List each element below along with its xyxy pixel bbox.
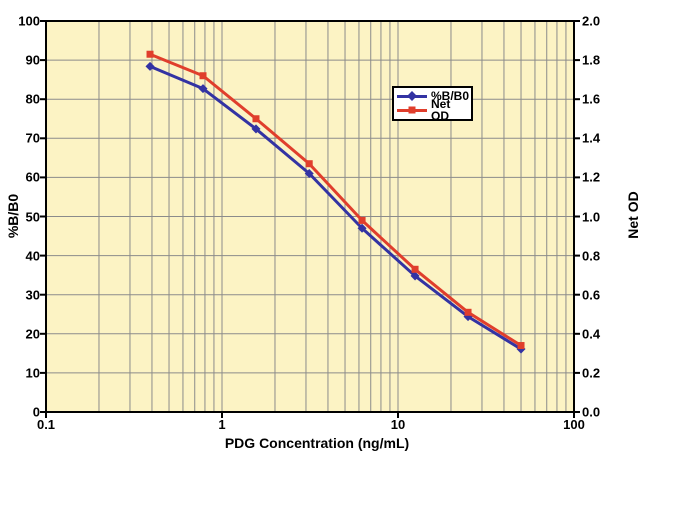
y-tick-label-left: 0 — [32, 404, 40, 420]
data-point-diamond — [198, 84, 208, 94]
legend-item-netod: Net OD — [397, 98, 468, 122]
y-tick-label-right: 0.6 — [582, 287, 601, 303]
data-point-square — [199, 72, 207, 80]
y-tick-label-right: 0.0 — [582, 404, 601, 420]
y-axis-title-left: %B/B0 — [5, 193, 21, 239]
y-axis-title-right: Net OD — [625, 191, 641, 239]
y-tick-label-right: 2.0 — [582, 13, 601, 29]
y-tick-label-left: 50 — [25, 209, 40, 224]
y-tick-label-left: 60 — [25, 169, 40, 185]
x-tick-label: 0.1 — [36, 417, 56, 432]
series-line-%B/B0 — [149, 64, 522, 351]
y-tick-label-left: 10 — [25, 365, 40, 381]
data-point-square — [411, 265, 419, 273]
legend-line-sample — [397, 91, 427, 101]
data-point-square — [305, 160, 313, 168]
y-tick-label-left: 20 — [25, 326, 40, 342]
legend-item-bb0: %B/B0 — [397, 89, 470, 103]
y-tick-label-right: 1.6 — [582, 91, 601, 107]
y-tick-label-left: 80 — [25, 91, 40, 107]
legend-label: Net OD — [431, 97, 451, 123]
data-point-diamond — [304, 168, 314, 179]
y-tick-label-right: 1.8 — [582, 52, 601, 68]
square-marker-icon — [408, 106, 416, 114]
y-tick-label-right: 1.2 — [582, 169, 601, 185]
x-tick-label: 10 — [390, 417, 406, 432]
y-tick-label-left: 100 — [18, 13, 40, 29]
data-point-square — [464, 308, 472, 316]
x-tick-label: 100 — [563, 417, 585, 432]
data-point-square — [358, 216, 366, 224]
y-tick-label-left: 70 — [25, 130, 40, 146]
y-tick-label-left: 40 — [25, 248, 40, 264]
legend-line-sample — [397, 106, 427, 114]
x-axis-title: PDG Concentration (ng/mL) — [224, 435, 410, 451]
y-tick-label-left: 30 — [25, 287, 40, 303]
legend-label: %B/B0 — [431, 89, 470, 103]
diamond-marker-icon — [407, 91, 417, 101]
y-tick-label-right: 0.8 — [582, 248, 601, 264]
x-tick-label: 1 — [218, 417, 226, 432]
y-tick-label-right: 0.2 — [582, 365, 601, 381]
y-tick-label-left: 90 — [25, 52, 40, 68]
data-point-diamond — [145, 61, 155, 71]
data-point-square — [146, 50, 154, 58]
y-tick-label-right: 0.4 — [582, 326, 601, 342]
data-point-square — [517, 342, 525, 350]
legend: %B/B0 Net OD — [392, 86, 473, 122]
data-point-square — [252, 115, 260, 123]
series-line-Net OD — [149, 52, 522, 347]
y-tick-label-right: 1.4 — [582, 130, 601, 146]
y-tick-label-right: 1.0 — [582, 209, 601, 224]
